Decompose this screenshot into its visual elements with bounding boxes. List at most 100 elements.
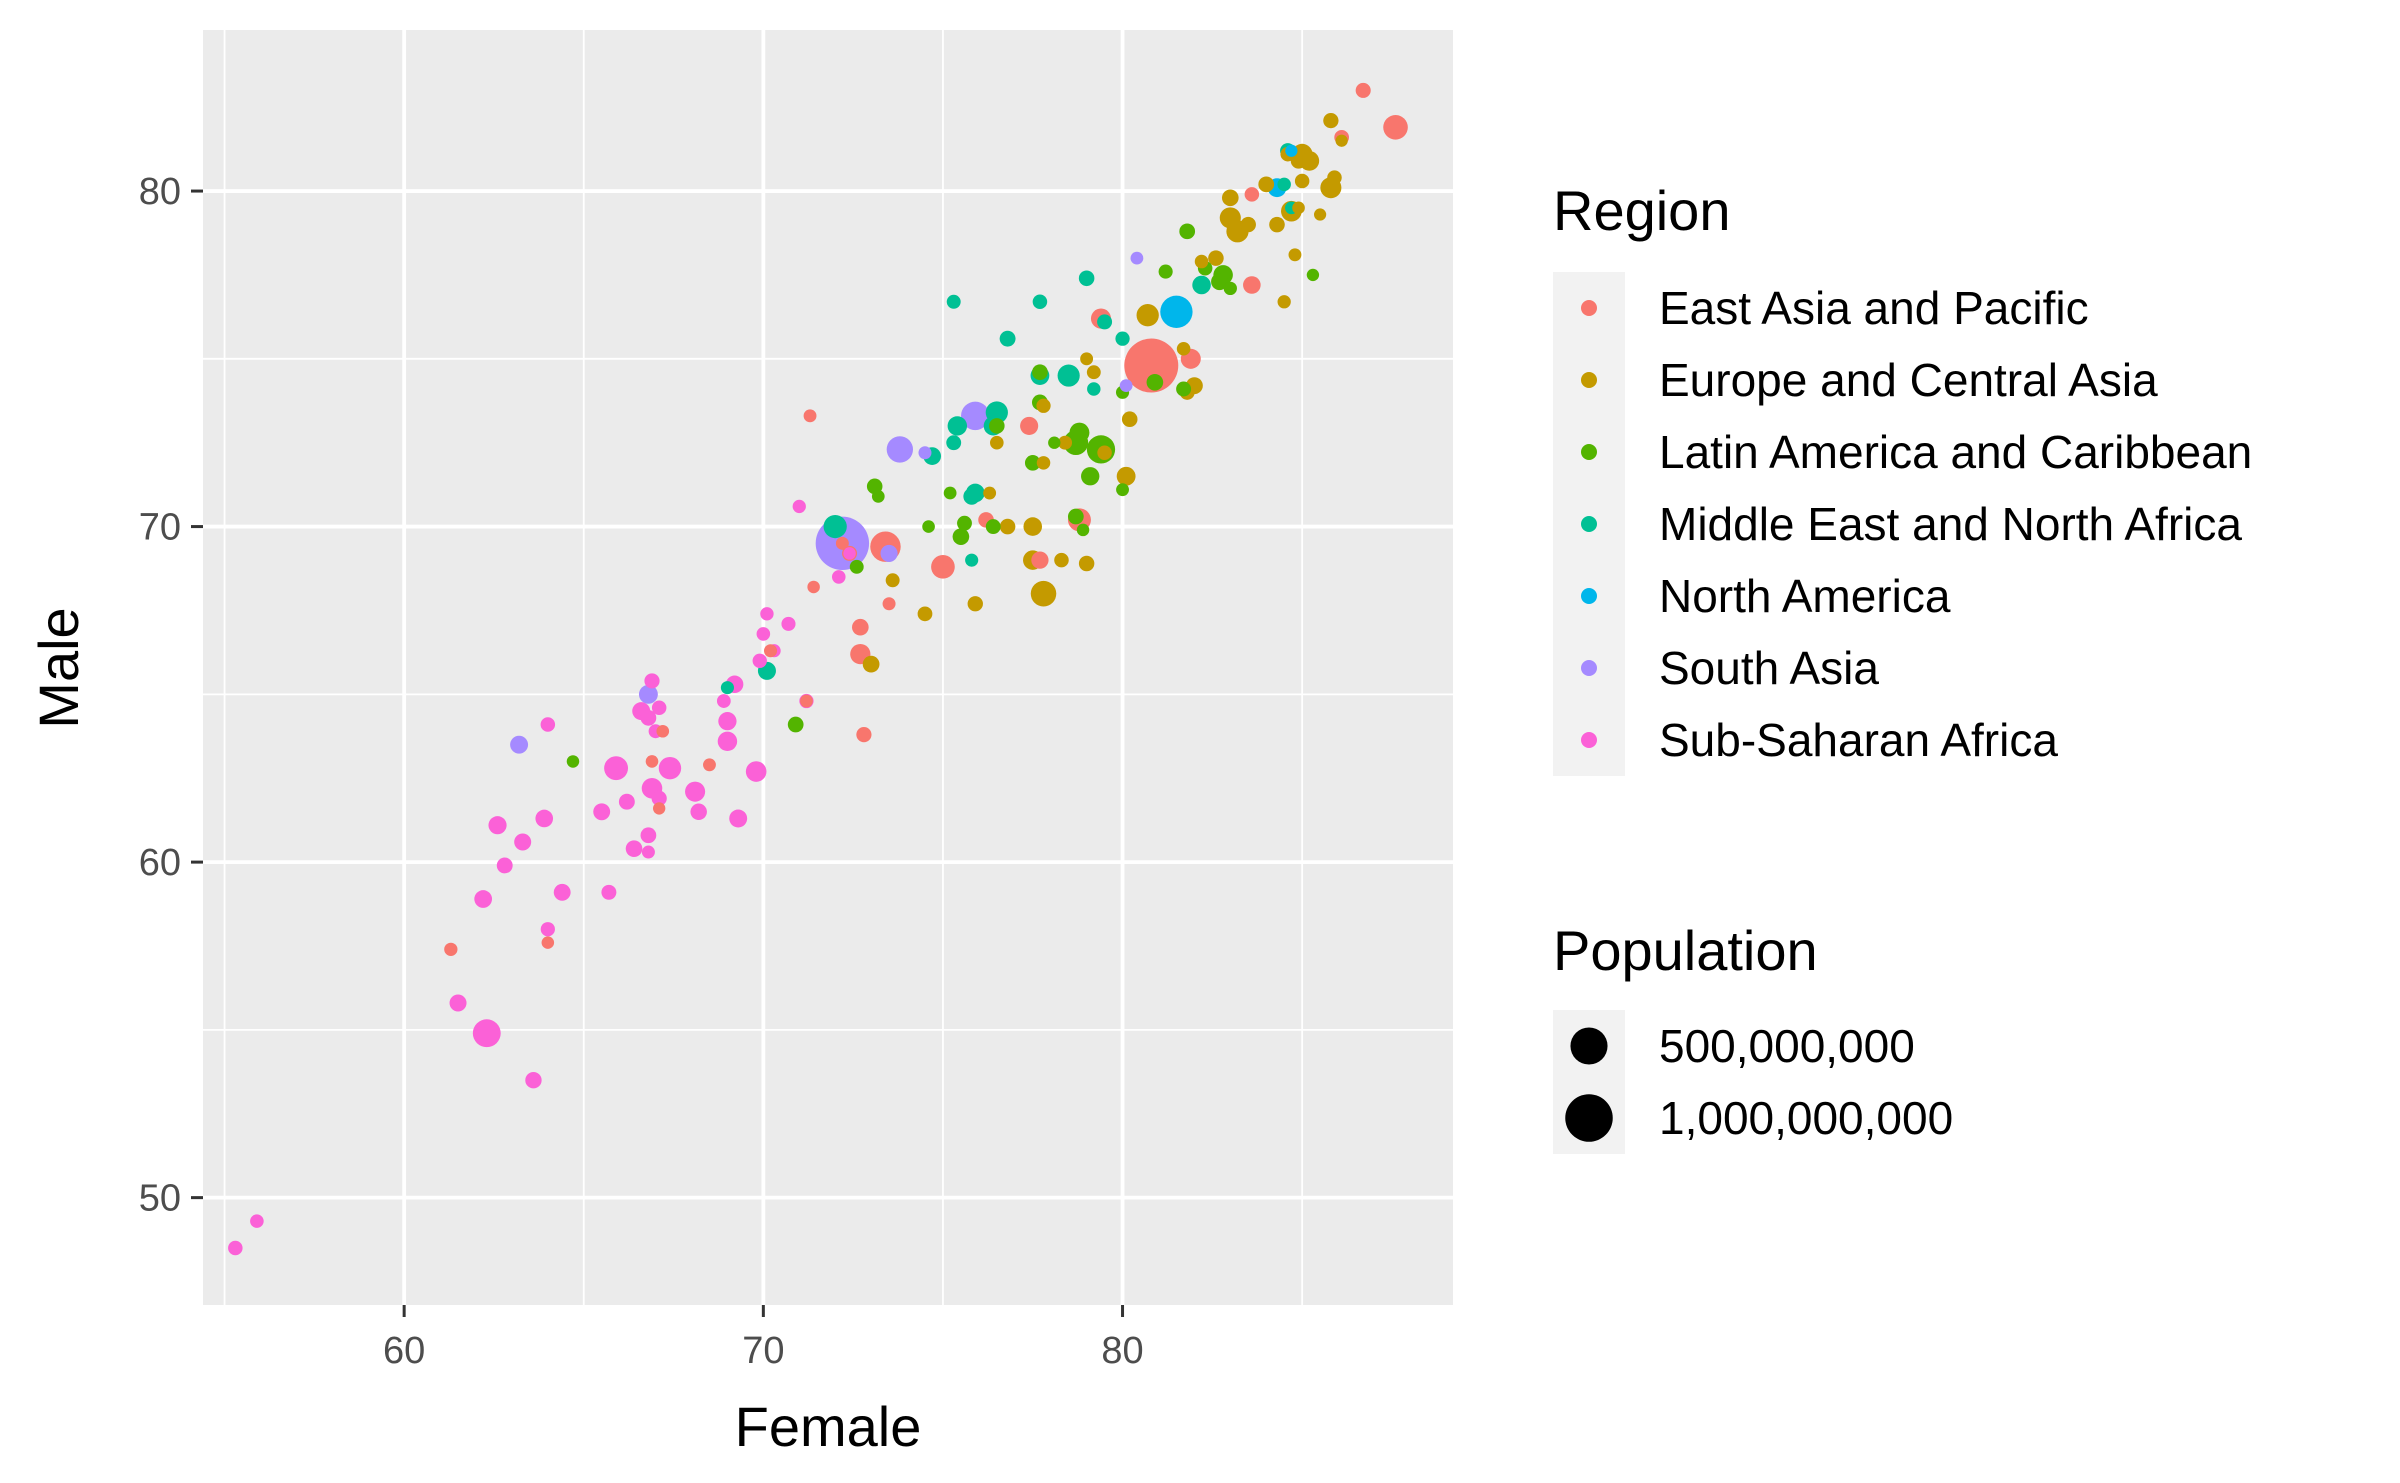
population-legend-swatch (1570, 1027, 1608, 1065)
x-tick-label: 60 (383, 1330, 425, 1372)
scatter-point (1048, 436, 1061, 449)
scatter-point (1097, 445, 1112, 461)
scatter-point (685, 781, 706, 802)
scatter-point (1335, 134, 1348, 147)
scatter-point (540, 922, 555, 937)
region-legend-swatch (1581, 444, 1597, 460)
region-legend-swatch (1581, 516, 1597, 532)
scatter-point (852, 618, 869, 636)
scatter-point (800, 694, 813, 708)
scatter-point (1086, 365, 1101, 380)
region-legend-label: Sub-Saharan Africa (1659, 714, 2058, 766)
scatter-point (250, 1214, 264, 1228)
scatter-point (871, 490, 885, 503)
scatter-point (1158, 264, 1173, 279)
scatter-point (1069, 422, 1090, 443)
scatter-point (787, 716, 804, 733)
scatter-point (792, 499, 806, 514)
scatter-point (1031, 551, 1049, 569)
scatter-point (917, 606, 933, 622)
scatter-point (703, 758, 716, 772)
scatter-point (1081, 467, 1100, 486)
scatter-point (1115, 331, 1130, 346)
scatter-point (566, 755, 580, 768)
scatter-point (717, 731, 738, 752)
scatter-point (656, 724, 670, 738)
scatter-point (1097, 314, 1113, 330)
plot-panel (203, 30, 1453, 1305)
scatter-point (1024, 455, 1041, 471)
scatter-point (1243, 276, 1261, 294)
scatter-point (856, 727, 872, 743)
region-legend-label: Latin America and Caribbean (1659, 426, 2252, 478)
scatter-point (1176, 341, 1191, 356)
scatter-point (967, 596, 983, 612)
scatter-point (1121, 411, 1138, 427)
scatter-point (1078, 270, 1095, 287)
scatter-point (807, 580, 820, 594)
scatter-point (999, 518, 1016, 535)
scatter-point (1258, 176, 1275, 193)
population-legend-label: 500,000,000 (1659, 1020, 1915, 1072)
scatter-point (638, 684, 658, 704)
scatter-point (961, 401, 990, 431)
scatter-point (535, 809, 554, 828)
scatter-point (541, 936, 555, 949)
scatter-point (1211, 273, 1228, 291)
scatter-point (644, 673, 660, 689)
scatter-point (228, 1240, 243, 1256)
scatter-point (963, 488, 980, 505)
scatter-point (651, 790, 667, 806)
scatter-point (831, 570, 846, 584)
scatter-point (1313, 208, 1327, 221)
scatter-point (1306, 268, 1320, 282)
scatter-point (645, 755, 659, 768)
region-legend-label: North America (1659, 570, 1951, 622)
scatter-point (1277, 177, 1291, 192)
scatter-point (1223, 281, 1237, 296)
y-tick-label: 70 (139, 507, 181, 549)
scatter-point (1116, 466, 1136, 486)
scatter-point (651, 700, 667, 716)
scatter-point (946, 435, 962, 451)
scatter-point (1067, 508, 1084, 525)
y-axis-title: Male (27, 607, 90, 728)
region-legend-label: South Asia (1659, 642, 1879, 694)
scatter-point (718, 712, 737, 731)
scatter-point (862, 655, 880, 673)
scatter-point (1087, 382, 1101, 396)
scatter-point (957, 515, 972, 531)
scatter-point (1288, 248, 1302, 262)
scatter-point (1179, 223, 1196, 240)
scatter-point (1219, 207, 1241, 229)
scatter-point (514, 833, 532, 851)
scatter-point (641, 845, 655, 859)
region-legend-swatch (1581, 732, 1597, 748)
scatter-point (1244, 187, 1260, 202)
scatter-point (1054, 552, 1069, 568)
population-legend-title: Population (1553, 919, 1818, 982)
scatter-point (756, 627, 771, 641)
scatter-point (553, 883, 571, 901)
scatter-point (540, 717, 556, 732)
y-axis: 50 60 70 80 (139, 171, 203, 1220)
scatter-point (1192, 275, 1211, 295)
scatter-point (1023, 517, 1043, 536)
scatter-point (618, 793, 635, 810)
scatter-point (1036, 456, 1051, 470)
scatter-point (922, 520, 935, 533)
x-axis-title: Female (735, 1395, 922, 1458)
scatter-point (823, 514, 847, 539)
scatter-point (1030, 580, 1057, 607)
scatter-point (952, 528, 970, 545)
scatter-point (1221, 189, 1239, 207)
points-layer (228, 82, 1408, 1256)
scatter-point (1020, 416, 1039, 435)
scatter-point (1078, 555, 1095, 572)
x-tick-label: 80 (1101, 1330, 1143, 1372)
scatter-point (1176, 381, 1192, 397)
scatter-point (1208, 250, 1224, 266)
scatter-point (1277, 295, 1291, 309)
scatter-point (1116, 483, 1129, 497)
region-legend: Region East Asia and Pacific Europe and C… (1553, 179, 2252, 776)
